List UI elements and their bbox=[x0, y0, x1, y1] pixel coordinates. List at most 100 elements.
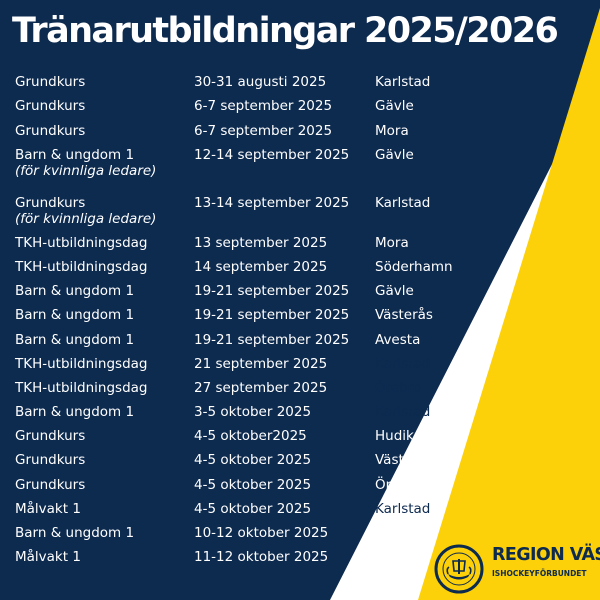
course-location: Västerås bbox=[375, 452, 433, 468]
course-row: TKH-utbildningsdag 27 september 2025 Örebr… bbox=[0, 380, 600, 402]
course-location: Gävle bbox=[375, 283, 414, 299]
course-location: Avesta bbox=[375, 332, 421, 348]
course-date: 4-5 oktober2025 bbox=[194, 428, 307, 444]
page-title: Tränarutbildningar 2025/2026 bbox=[12, 11, 559, 51]
course-title: Grundkurs bbox=[15, 452, 86, 468]
course-location: Karlstad bbox=[375, 195, 431, 211]
course-location: Örebro bbox=[375, 380, 422, 396]
course-date: 6-7 september 2025 bbox=[194, 98, 333, 114]
course-row: Grundkurs 4-5 oktober 2025 Västerås bbox=[0, 452, 600, 474]
course-location: Karlstad bbox=[375, 356, 431, 372]
course-row: Barn & ungdom 1 19-21 september 2025 Avest… bbox=[0, 332, 600, 354]
course-name: Grundkurs bbox=[15, 477, 85, 493]
course-location: Söderhamn bbox=[375, 259, 453, 275]
course-note: (för kvinnliga ledare) bbox=[15, 211, 157, 227]
course-location: Gävle bbox=[375, 147, 414, 163]
course-title: Barn & ungdom 1 bbox=[15, 283, 135, 299]
course-name: Barn & ungdom 1 bbox=[15, 332, 134, 348]
course-row: Barn & ungdom 1 19-21 september 2025 Gävle bbox=[0, 283, 600, 305]
course-title: Grundkurs bbox=[15, 123, 86, 139]
course-row: Barn & ungdom 1 (för kvinnliga ledare) 12-… bbox=[0, 147, 600, 179]
course-row: Grundkurs 4-5 oktober 2025 Örebro bbox=[0, 477, 600, 499]
course-title: Barn & ungdom 1 bbox=[15, 525, 135, 541]
course-location: Örebro bbox=[375, 525, 422, 541]
course-name: TKH-utbildningsdag bbox=[15, 259, 148, 275]
course-title: TKH-utbildningsdag bbox=[15, 356, 148, 372]
course-row: Målvakt 1 11-12 oktober 2025 Örebro bbox=[0, 549, 600, 571]
course-title: Målvakt 1 bbox=[15, 501, 81, 517]
course-name: Barn & ungdom 1 bbox=[15, 283, 134, 299]
course-date: 11-12 oktober 2025 bbox=[194, 549, 329, 565]
course-name: Grundkurs bbox=[15, 74, 85, 90]
course-location: Mora bbox=[375, 235, 409, 251]
course-name: Grundkurs (för kvinnliga ledare) bbox=[15, 195, 156, 227]
course-row: Barn & ungdom 1 19-21 september 2025 Väste… bbox=[0, 307, 600, 329]
course-date: 27 september 2025 bbox=[194, 380, 328, 396]
course-location: Örebro bbox=[375, 549, 422, 565]
course-title: Grundkurs bbox=[15, 74, 86, 90]
course-date: 30-31 augusti 2025 bbox=[194, 74, 327, 90]
course-name: Grundkurs bbox=[15, 428, 85, 444]
course-name: Barn & ungdom 1 bbox=[15, 404, 134, 420]
course-name: Målvakt 1 bbox=[15, 501, 81, 517]
course-name: TKH-utbildningsdag bbox=[15, 380, 148, 396]
course-date: 4-5 oktober 2025 bbox=[194, 501, 312, 517]
logo-title: REGION VÄST bbox=[492, 545, 600, 565]
course-name: Barn & ungdom 1 bbox=[15, 525, 134, 541]
course-row: Barn & ungdom 1 3-5 oktober 2025 Karlstad bbox=[0, 404, 600, 426]
course-location: Hudiksvall bbox=[375, 428, 445, 444]
course-date: 14 september 2025 bbox=[194, 259, 328, 275]
course-name: Grundkurs bbox=[15, 452, 85, 468]
course-title: Barn & ungdom 1 bbox=[15, 307, 135, 323]
course-name: Grundkurs bbox=[15, 98, 85, 114]
course-title: Barn & ungdom 1 bbox=[15, 332, 135, 348]
course-date: 21 september 2025 bbox=[194, 356, 328, 372]
course-title: Målvakt 1 bbox=[15, 549, 81, 565]
course-location: Karlstad bbox=[375, 501, 431, 517]
course-row: Grundkurs 6-7 september 2025 Mora bbox=[0, 123, 600, 145]
logo-subtitle: ISHOCKEYFÖRBUNDET bbox=[492, 569, 587, 578]
course-title: Grundkurs bbox=[15, 98, 86, 114]
course-location: Mora bbox=[375, 123, 409, 139]
course-title: Barn & ungdom 1 bbox=[15, 147, 135, 163]
course-location: Gävle bbox=[375, 98, 414, 114]
course-title: TKH-utbildningsdag bbox=[15, 259, 148, 275]
course-title: Grundkurs bbox=[15, 195, 86, 211]
course-date: 10-12 oktober 2025 bbox=[194, 525, 329, 541]
course-date: 4-5 oktober 2025 bbox=[194, 452, 312, 468]
course-row: Grundkurs 4-5 oktober2025 Hudiksvall bbox=[0, 428, 600, 450]
yellow-diagonal-stripe bbox=[418, 8, 600, 600]
course-row: Grundkurs 30-31 augusti 2025 Karlstad bbox=[0, 74, 600, 96]
course-location: Karlstad bbox=[375, 404, 431, 420]
course-title: Grundkurs bbox=[15, 428, 86, 444]
course-row: TKH-utbildningsdag 21 september 2025 Karls… bbox=[0, 356, 600, 378]
course-title: TKH-utbildningsdag bbox=[15, 380, 148, 396]
course-row: Grundkurs 6-7 september 2025 Gävle bbox=[0, 98, 600, 120]
course-name: Målvakt 1 bbox=[15, 549, 81, 565]
course-title: Barn & ungdom 1 bbox=[15, 404, 135, 420]
course-row: Grundkurs (för kvinnliga ledare) 13-14 sep… bbox=[0, 195, 600, 227]
course-row: Målvakt 1 4-5 oktober 2025 Karlstad bbox=[0, 501, 600, 523]
course-date: 19-21 september 2025 bbox=[194, 283, 350, 299]
course-location: Karlstad bbox=[375, 74, 431, 90]
course-row: TKH-utbildningsdag 14 september 2025 Söder… bbox=[0, 259, 600, 281]
viking-ship-badge-icon bbox=[434, 544, 484, 594]
course-date: 4-5 oktober 2025 bbox=[194, 477, 312, 493]
course-date: 13-14 september 2025 bbox=[194, 195, 350, 211]
course-name: Barn & ungdom 1 bbox=[15, 307, 134, 323]
course-date: 3-5 oktober 2025 bbox=[194, 404, 312, 420]
course-note: (för kvinnliga ledare) bbox=[15, 163, 157, 179]
course-name: Barn & ungdom 1 (för kvinnliga ledare) bbox=[15, 147, 156, 179]
region-vast-logo: REGION VÄST ISHOCKEYFÖRBUNDET bbox=[434, 540, 600, 594]
course-name: TKH-utbildningsdag bbox=[15, 235, 148, 251]
course-name: Grundkurs bbox=[15, 123, 85, 139]
course-location: Örebro bbox=[375, 477, 422, 493]
course-name: TKH-utbildningsdag bbox=[15, 356, 148, 372]
course-location: Västerås bbox=[375, 307, 433, 323]
course-date: 13 september 2025 bbox=[194, 235, 328, 251]
course-title: TKH-utbildningsdag bbox=[15, 235, 148, 251]
course-date: 12-14 september 2025 bbox=[194, 147, 350, 163]
